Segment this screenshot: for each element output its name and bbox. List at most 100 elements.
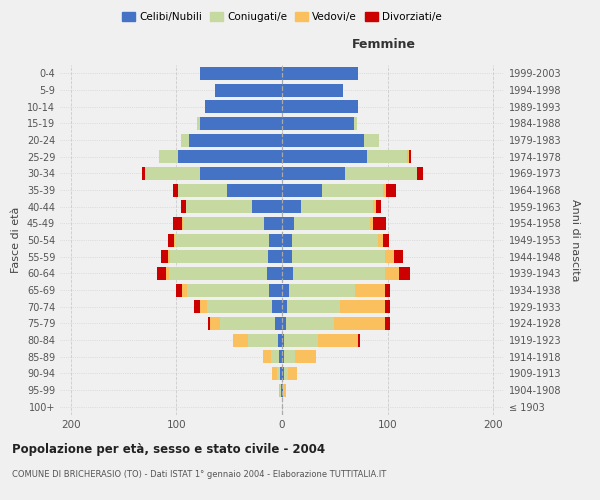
Bar [322,184,383,196]
Bar [289,284,355,296]
Bar [378,234,383,246]
Bar [279,350,282,363]
Bar [173,217,182,230]
Bar [272,367,277,380]
Bar [282,117,354,130]
Bar [286,317,334,330]
Bar [354,117,357,130]
Bar [284,334,318,346]
Bar [200,167,282,180]
Bar [208,317,210,330]
Bar [170,250,268,263]
Bar [200,67,282,80]
Bar [334,317,385,330]
Bar [282,317,286,330]
Bar [282,100,358,113]
Bar [278,334,282,346]
Bar [282,150,367,163]
Bar [187,284,269,296]
Bar [248,334,278,346]
Bar [181,200,186,213]
Text: COMUNE DI BRICHERASIO (TO) - Dati ISTAT 1° gennaio 2004 - Elaborazione TUTTITALI: COMUNE DI BRICHERASIO (TO) - Dati ISTAT … [12,470,386,479]
Bar [284,384,286,396]
Bar [168,234,174,246]
Bar [160,150,178,163]
Bar [268,250,282,263]
Bar [370,217,373,230]
Bar [407,150,409,163]
Bar [409,150,411,163]
Bar [385,267,400,280]
Bar [282,184,322,196]
Bar [289,367,297,380]
Bar [186,200,253,213]
Bar [282,200,301,213]
Bar [200,300,207,313]
Bar [292,234,378,246]
Bar [178,150,282,163]
Bar [269,234,282,246]
Bar [197,117,200,130]
Bar [277,367,280,380]
Bar [281,384,282,396]
Bar [383,184,386,196]
Bar [182,217,264,230]
Bar [275,317,282,330]
Bar [385,250,394,263]
Bar [157,267,166,280]
Bar [282,367,284,380]
Bar [282,334,284,346]
Bar [267,267,282,280]
Bar [169,267,267,280]
Text: Femmine: Femmine [352,38,416,51]
Bar [178,184,227,196]
Bar [376,200,382,213]
Bar [145,167,200,180]
Bar [282,167,346,180]
Bar [284,367,289,380]
Bar [194,300,200,313]
Bar [175,234,269,246]
Bar [355,284,385,296]
Bar [176,284,182,296]
Bar [280,384,281,396]
Legend: Celibi/Nubili, Coniugati/e, Vedovi/e, Divorziati/e: Celibi/Nubili, Coniugati/e, Vedovi/e, Di… [118,8,446,26]
Bar [293,217,370,230]
Bar [263,350,271,363]
Bar [283,384,284,396]
Bar [292,250,385,263]
Bar [271,350,279,363]
Bar [340,300,385,313]
Bar [279,384,280,396]
Bar [282,217,293,230]
Bar [205,100,282,113]
Bar [293,267,385,280]
Bar [282,250,292,263]
Bar [282,267,293,280]
Bar [385,284,390,296]
Bar [282,300,287,313]
Text: Popolazione per età, sesso e stato civile - 2004: Popolazione per età, sesso e stato civil… [12,442,325,456]
Bar [264,217,282,230]
Bar [272,300,282,313]
Bar [227,184,282,196]
Bar [400,267,410,280]
Bar [207,300,272,313]
Bar [181,134,189,146]
Bar [280,367,282,380]
Bar [282,350,284,363]
Bar [215,84,282,96]
Bar [318,334,358,346]
Bar [282,134,364,146]
Bar [295,350,316,363]
Bar [385,317,390,330]
Bar [301,200,373,213]
Bar [346,167,418,180]
Bar [253,200,282,213]
Bar [282,284,289,296]
Bar [220,317,275,330]
Bar [269,284,282,296]
Bar [161,250,168,263]
Bar [168,250,170,263]
Bar [287,300,340,313]
